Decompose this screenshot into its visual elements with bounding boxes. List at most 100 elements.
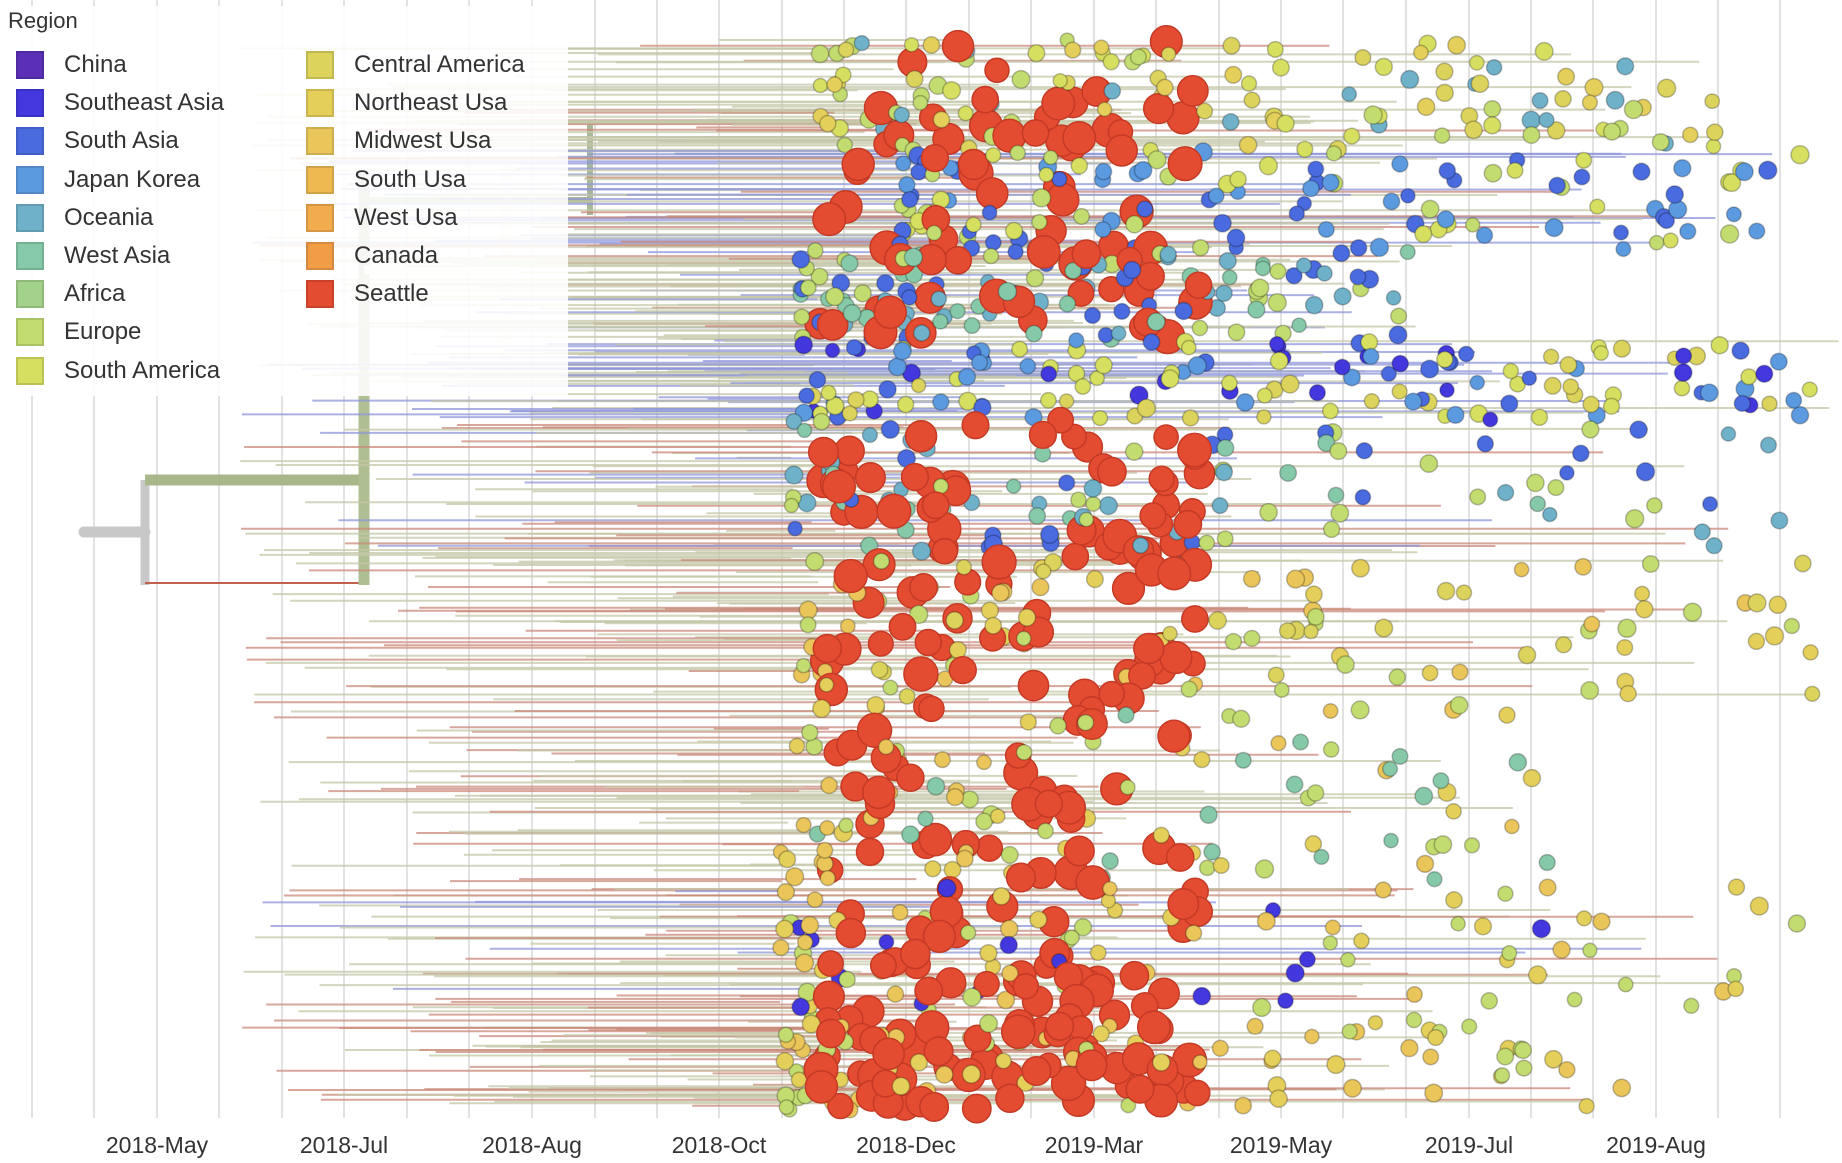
tip-node[interactable]: [1391, 383, 1408, 400]
tip-node[interactable]: [1177, 432, 1212, 468]
tip-node[interactable]: [1240, 75, 1258, 92]
tip-node[interactable]: [872, 1037, 905, 1071]
tip-node[interactable]: [1612, 339, 1632, 358]
tip-node[interactable]: [817, 950, 844, 977]
tip-node[interactable]: [1420, 199, 1440, 219]
tip-node[interactable]: [1307, 160, 1325, 178]
tip-node[interactable]: [1136, 398, 1157, 418]
tip-node[interactable]: [1727, 878, 1746, 896]
tip-node[interactable]: [891, 904, 909, 921]
tip-node[interactable]: [1322, 520, 1341, 539]
tip-node[interactable]: [880, 419, 900, 440]
legend-item-west-asia[interactable]: West Asia: [16, 237, 224, 275]
tip-node[interactable]: [1329, 442, 1348, 461]
tip-node[interactable]: [1350, 700, 1370, 720]
tip-node[interactable]: [1276, 114, 1295, 133]
tip-node[interactable]: [1513, 561, 1530, 578]
tip-node[interactable]: [1083, 478, 1103, 498]
tip-node[interactable]: [914, 628, 943, 657]
tip-node[interactable]: [1321, 402, 1339, 420]
tip-node[interactable]: [1391, 354, 1410, 373]
tip-node[interactable]: [1285, 266, 1303, 285]
tip-node[interactable]: [1224, 65, 1243, 84]
tip-node[interactable]: [1089, 370, 1106, 387]
tip-node[interactable]: [1662, 232, 1679, 249]
tip-node[interactable]: [1651, 132, 1670, 152]
tip-node[interactable]: [1040, 365, 1058, 383]
tip-node[interactable]: [1449, 695, 1469, 715]
tip-node[interactable]: [1277, 992, 1294, 1010]
tip-node[interactable]: [1605, 90, 1625, 110]
tip-node[interactable]: [1304, 295, 1324, 315]
tip-node[interactable]: [877, 738, 895, 756]
tip-node[interactable]: [1037, 822, 1054, 840]
tip-node[interactable]: [799, 279, 817, 297]
tip-node[interactable]: [945, 787, 965, 807]
tip-node[interactable]: [1235, 392, 1255, 412]
tip-node[interactable]: [1755, 364, 1774, 383]
tip-node[interactable]: [1461, 1018, 1478, 1035]
tip-node[interactable]: [1476, 435, 1495, 453]
tip-node[interactable]: [1769, 352, 1788, 371]
tip-node[interactable]: [1105, 134, 1138, 167]
tip-node[interactable]: [933, 751, 951, 769]
tip-node[interactable]: [979, 1013, 999, 1034]
tip-node[interactable]: [1498, 706, 1516, 724]
tip-node[interactable]: [1562, 378, 1580, 396]
legend-item-south-america[interactable]: South America: [16, 352, 224, 390]
tip-node[interactable]: [876, 274, 895, 293]
tip-node[interactable]: [1592, 912, 1611, 931]
legend-item-west-usa[interactable]: West Usa: [306, 199, 525, 237]
tip-node[interactable]: [970, 353, 989, 372]
tip-node[interactable]: [1162, 625, 1178, 642]
tip-node[interactable]: [1336, 655, 1355, 674]
tip-node[interactable]: [821, 469, 857, 504]
tip-node[interactable]: [984, 57, 1010, 84]
tip-node[interactable]: [1313, 848, 1330, 866]
tip-node[interactable]: [992, 887, 1011, 906]
tip-node[interactable]: [1496, 483, 1515, 502]
tip-node[interactable]: [1699, 383, 1719, 403]
tip-node[interactable]: [810, 44, 830, 64]
tip-node[interactable]: [941, 29, 975, 63]
tip-node[interactable]: [1424, 1083, 1444, 1103]
tip-node[interactable]: [839, 618, 856, 635]
tip-node[interactable]: [1191, 319, 1209, 337]
tip-node[interactable]: [1380, 365, 1397, 382]
tip-node[interactable]: [1160, 46, 1177, 62]
tip-node[interactable]: [1363, 105, 1383, 125]
tip-node[interactable]: [1142, 333, 1161, 352]
tip-node[interactable]: [1439, 382, 1455, 398]
tip-node[interactable]: [819, 870, 836, 887]
tip-node[interactable]: [1198, 859, 1216, 877]
tip-node[interactable]: [1544, 1049, 1563, 1069]
tip-node[interactable]: [903, 247, 924, 268]
tip-node[interactable]: [931, 537, 959, 565]
tip-node[interactable]: [787, 520, 803, 537]
tip-node[interactable]: [1383, 832, 1399, 849]
tip-node[interactable]: [1617, 618, 1637, 639]
tip-node[interactable]: [1324, 919, 1341, 936]
tip-node[interactable]: [901, 289, 918, 306]
tip-node[interactable]: [1330, 503, 1350, 523]
tip-node[interactable]: [1641, 555, 1660, 573]
tip-node[interactable]: [1181, 409, 1200, 427]
tip-node[interactable]: [1404, 392, 1423, 411]
tip-node[interactable]: [1304, 585, 1323, 604]
tip-node[interactable]: [1068, 332, 1085, 349]
tip-node[interactable]: [1575, 910, 1593, 927]
tip-node[interactable]: [891, 1076, 911, 1096]
tip-node[interactable]: [1221, 112, 1240, 131]
tip-node[interactable]: [1542, 506, 1558, 523]
tip-node[interactable]: [1681, 126, 1699, 144]
tip-node[interactable]: [1153, 424, 1179, 450]
tip-node[interactable]: [1355, 441, 1374, 460]
tip-node[interactable]: [1508, 752, 1528, 772]
tip-node[interactable]: [1747, 632, 1766, 651]
tip-node[interactable]: [1710, 335, 1729, 355]
tip-node[interactable]: [1000, 845, 1019, 864]
tip-node[interactable]: [1761, 395, 1778, 412]
tip-node[interactable]: [962, 987, 982, 1007]
tip-node[interactable]: [1070, 156, 1089, 175]
tip-node[interactable]: [1426, 871, 1443, 888]
